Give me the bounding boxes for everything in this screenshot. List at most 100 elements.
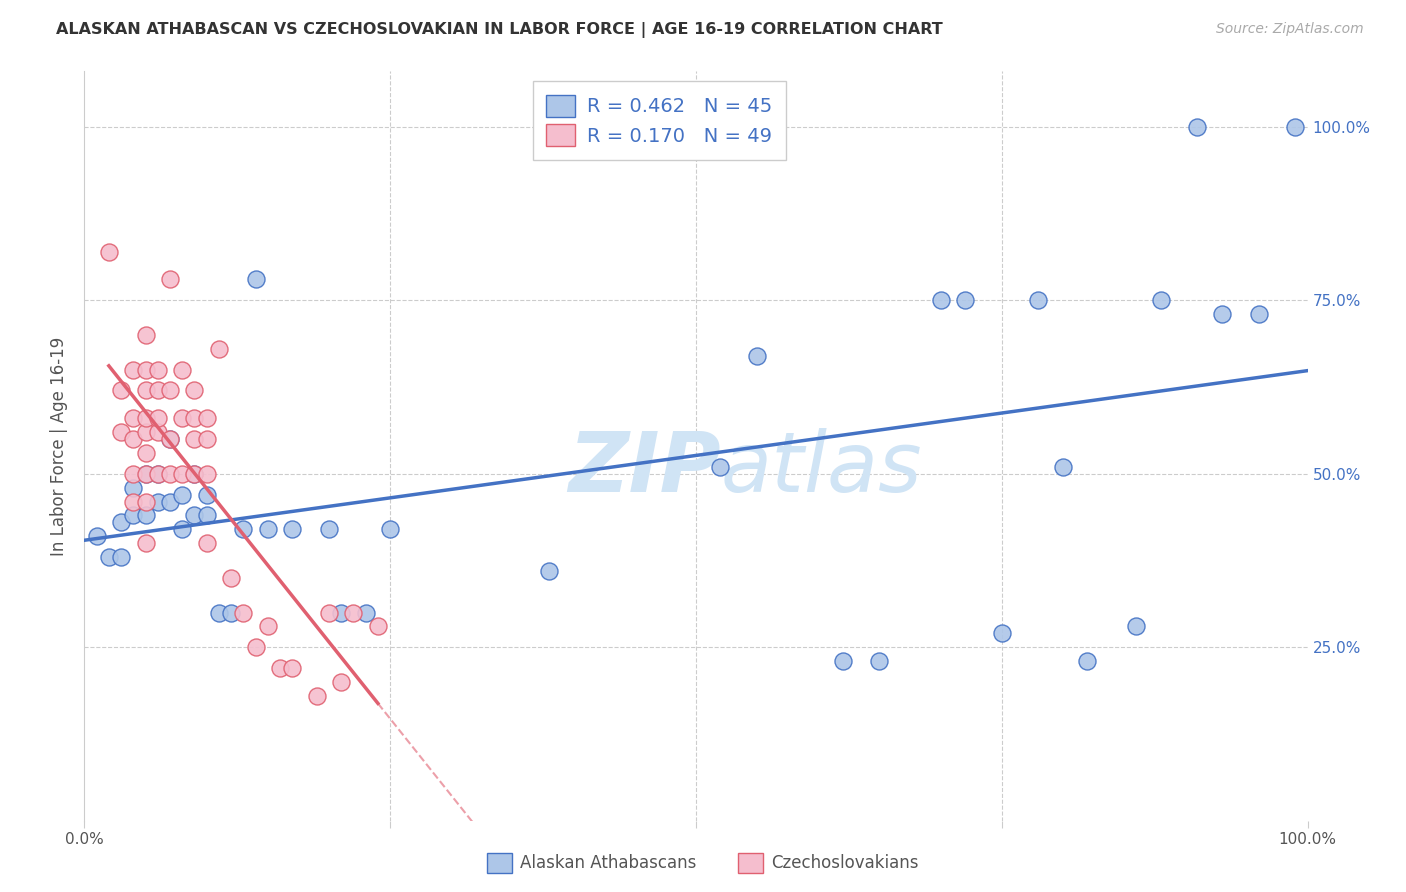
Point xyxy=(318,606,340,620)
Point xyxy=(1247,307,1270,321)
Text: Source: ZipAtlas.com: Source: ZipAtlas.com xyxy=(1216,22,1364,37)
Point xyxy=(146,362,169,376)
Point xyxy=(146,467,169,481)
Point xyxy=(869,654,891,668)
Point xyxy=(305,689,328,703)
Point xyxy=(86,529,108,543)
Point xyxy=(1028,293,1050,308)
Point xyxy=(953,293,976,308)
Point xyxy=(281,661,304,675)
Point xyxy=(269,661,291,675)
Point xyxy=(257,619,280,633)
Point xyxy=(172,411,194,425)
Point xyxy=(135,425,157,439)
Point xyxy=(183,467,205,481)
Point xyxy=(1211,307,1233,321)
Point xyxy=(159,272,181,286)
Point xyxy=(110,549,132,564)
Point xyxy=(172,467,194,481)
Point xyxy=(146,425,169,439)
Point xyxy=(172,487,194,501)
Point xyxy=(122,481,145,495)
Point xyxy=(195,536,218,550)
Point xyxy=(367,619,389,633)
Point xyxy=(146,494,169,508)
Point xyxy=(281,522,304,536)
Point xyxy=(97,244,120,259)
Point xyxy=(195,411,218,425)
Point xyxy=(159,432,181,446)
Point xyxy=(219,571,242,585)
Point xyxy=(135,411,157,425)
Point xyxy=(183,384,205,398)
Text: ZIP: ZIP xyxy=(568,428,720,509)
Point xyxy=(219,606,242,620)
Point xyxy=(146,384,169,398)
Point xyxy=(232,522,254,536)
Y-axis label: In Labor Force | Age 16-19: In Labor Force | Age 16-19 xyxy=(51,336,69,556)
Point xyxy=(208,606,231,620)
Legend: Alaskan Athabascans, Czechoslovakians: Alaskan Athabascans, Czechoslovakians xyxy=(481,847,925,880)
Text: ALASKAN ATHABASCAN VS CZECHOSLOVAKIAN IN LABOR FORCE | AGE 16-19 CORRELATION CHA: ALASKAN ATHABASCAN VS CZECHOSLOVAKIAN IN… xyxy=(56,22,943,38)
Point xyxy=(110,384,132,398)
Point xyxy=(172,362,194,376)
Point xyxy=(747,349,769,363)
Point xyxy=(330,674,353,689)
Point xyxy=(135,384,157,398)
Point xyxy=(195,432,218,446)
Point xyxy=(538,564,561,578)
Point xyxy=(342,606,364,620)
Point xyxy=(380,522,402,536)
Point xyxy=(122,411,145,425)
Point xyxy=(1150,293,1173,308)
Legend: R = 0.462   N = 45, R = 0.170   N = 49: R = 0.462 N = 45, R = 0.170 N = 49 xyxy=(533,81,786,160)
Point xyxy=(354,606,377,620)
Point xyxy=(159,432,181,446)
Point xyxy=(97,549,120,564)
Point xyxy=(1052,459,1074,474)
Point xyxy=(929,293,952,308)
Point xyxy=(135,446,157,460)
Point xyxy=(195,467,218,481)
Point xyxy=(135,362,157,376)
Point xyxy=(135,467,157,481)
Point xyxy=(245,272,267,286)
Point xyxy=(122,362,145,376)
Point xyxy=(122,432,145,446)
Point xyxy=(183,432,205,446)
Point xyxy=(709,459,731,474)
Point xyxy=(135,328,157,343)
Point xyxy=(183,467,205,481)
Point xyxy=(159,467,181,481)
Point xyxy=(146,467,169,481)
Point xyxy=(159,384,181,398)
Point xyxy=(208,342,231,356)
Point xyxy=(991,626,1014,640)
Point xyxy=(318,522,340,536)
Point xyxy=(257,522,280,536)
Point xyxy=(831,654,853,668)
Point xyxy=(183,508,205,523)
Point xyxy=(1076,654,1098,668)
Point xyxy=(122,508,145,523)
Point xyxy=(110,516,132,530)
Point xyxy=(135,508,157,523)
Point xyxy=(122,494,145,508)
Point xyxy=(135,536,157,550)
Point xyxy=(1125,619,1147,633)
Text: atlas: atlas xyxy=(720,428,922,509)
Point xyxy=(135,467,157,481)
Point xyxy=(330,606,353,620)
Point xyxy=(172,522,194,536)
Point xyxy=(232,606,254,620)
Point xyxy=(1284,120,1306,134)
Point xyxy=(195,487,218,501)
Point xyxy=(110,425,132,439)
Point xyxy=(195,508,218,523)
Point xyxy=(159,494,181,508)
Point xyxy=(245,640,267,655)
Point xyxy=(122,467,145,481)
Point xyxy=(146,411,169,425)
Point xyxy=(135,494,157,508)
Point xyxy=(183,411,205,425)
